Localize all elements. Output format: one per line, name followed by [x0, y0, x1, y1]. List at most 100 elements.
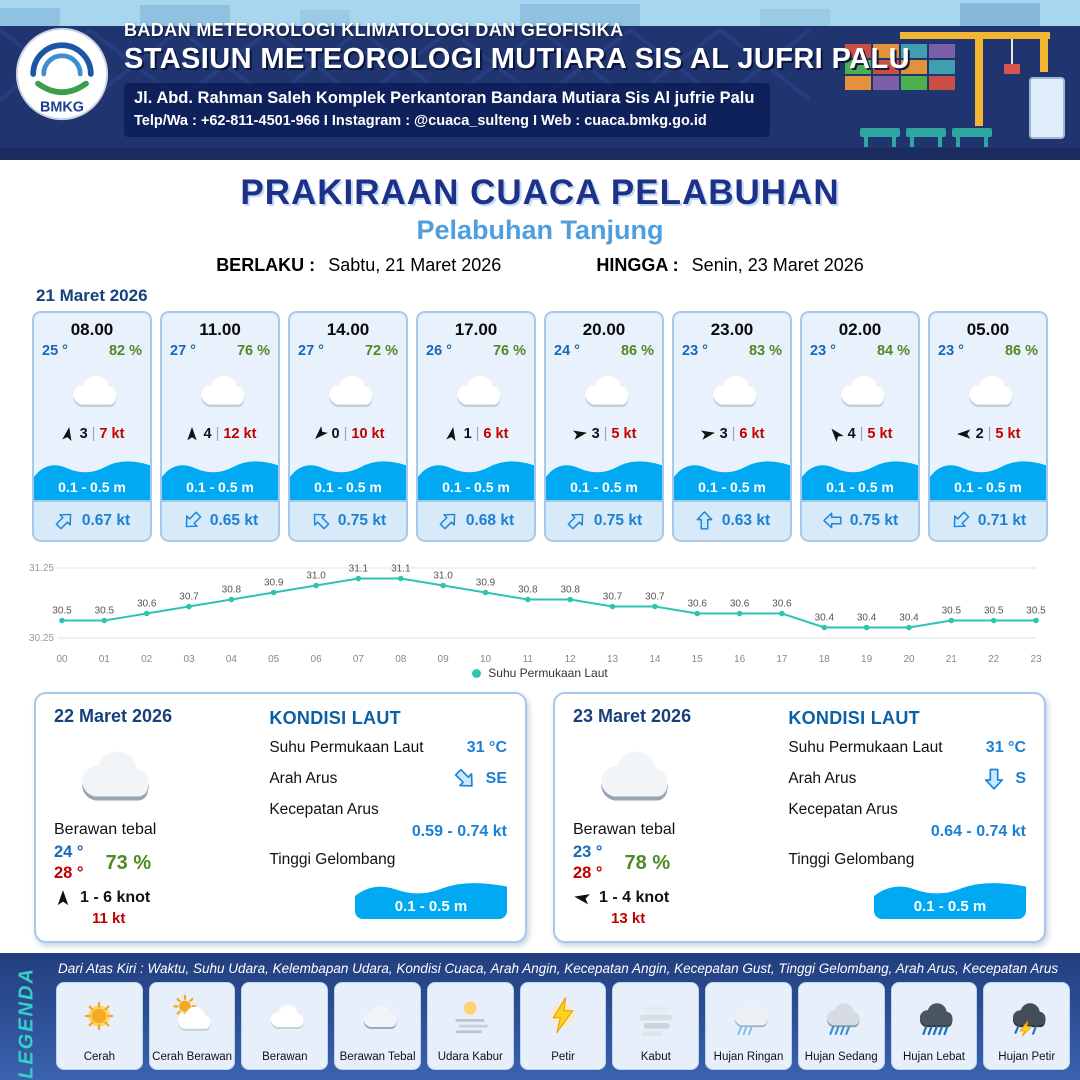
wind-direction-arrow-icon [572, 888, 593, 909]
humidity: 84 % [876, 343, 910, 359]
svg-text:30.9: 30.9 [264, 578, 284, 589]
legend-item: Berawan Tebal [334, 982, 421, 1070]
bmkg-logo: BMKG [14, 26, 110, 122]
current-direction-arrow-icon [306, 506, 336, 536]
wind-separator: | [475, 426, 480, 442]
wave-icon [418, 461, 534, 500]
wind-force: 4 [203, 426, 212, 442]
svg-text:22: 22 [988, 654, 1000, 665]
thunderstorm-icon [1005, 988, 1049, 1044]
station-address: Jl. Abd. Rahman Saleh Komplek Perkantora… [134, 89, 755, 107]
current-direction-label: Arah Arus [269, 770, 338, 787]
current-direction-arrow-icon [50, 506, 80, 536]
current-direction-arrow-icon [448, 762, 482, 796]
humidity: 76 % [236, 343, 270, 359]
header-text: BADAN METEOROLOGI KLIMATOLOGI DAN GEOFIS… [124, 20, 910, 137]
svg-text:01: 01 [99, 654, 111, 665]
org-name: BADAN METEOROLOGI KLIMATOLOGI DAN GEOFIS… [124, 20, 624, 40]
svg-text:10: 10 [480, 654, 492, 665]
humidity: 73 % [105, 851, 152, 874]
wave-height: 0.1 - 0.5 m [698, 479, 766, 495]
wind-range: 1 - 6 knot [80, 889, 151, 906]
svg-text:31.1: 31.1 [349, 564, 369, 575]
gust-speed: 11 kt [92, 910, 126, 927]
current-direction-arrow-icon [178, 506, 208, 536]
daily-forecast-card: 23 Maret 2026 Berawan tebal 23 ° 28 ° 78… [553, 692, 1046, 943]
wind-direction-arrow-icon [698, 425, 717, 444]
station-contact: Telp/Wa : +62-811-4501-966 I Instagram :… [134, 113, 707, 129]
wind-separator: | [603, 426, 608, 442]
wave-icon [34, 461, 150, 500]
lightning-icon [541, 988, 585, 1044]
svg-text:20: 20 [903, 654, 915, 665]
current-direction-arrow-icon [822, 510, 843, 531]
humidity: 78 % [624, 851, 671, 874]
wind-force: 3 [719, 426, 728, 442]
cloud-icon [191, 361, 249, 424]
validity-to-value: Senin, 23 Maret 2026 [691, 255, 864, 275]
validity-from-value: Sabtu, 21 Maret 2026 [328, 255, 502, 275]
svg-text:30.5: 30.5 [1026, 606, 1046, 617]
current-speed-label: Kecepatan Arus [788, 801, 898, 818]
svg-text:30.8: 30.8 [518, 585, 538, 596]
wave-icon [674, 461, 790, 500]
cloud-icon [263, 988, 307, 1044]
wave-height-band: 0.1 - 0.5 m [674, 446, 790, 500]
port-name: Pelabuhan Tanjung [416, 215, 664, 245]
chart-legend: Suhu Permukaan Laut [24, 666, 1056, 680]
svg-text:05: 05 [268, 654, 280, 665]
wave-icon [355, 883, 507, 919]
page-title: PRAKIRAAN CUACA PELABUHAN [240, 173, 840, 212]
wave-height-badge: 0.1 - 0.5 m [874, 875, 1026, 919]
wave-height: 0.1 - 0.5 m [913, 898, 987, 915]
validity-row: BERLAKU : Sabtu, 21 Maret 2026 HINGGA : … [0, 255, 1080, 276]
svg-text:30.25: 30.25 [29, 633, 54, 644]
svg-text:02: 02 [141, 654, 153, 665]
svg-text:17: 17 [776, 654, 788, 665]
current-direction-arrow-icon [946, 506, 976, 536]
current-speed: 0.67 kt [81, 511, 131, 529]
svg-text:18: 18 [819, 654, 831, 665]
sst-chart: 31.25 30.25 30.5 00 30.5 01 30.6 02 30.7 03 30.8 04… [24, 552, 1056, 680]
forecast-time: 02.00 [838, 320, 882, 339]
svg-text:16: 16 [734, 654, 746, 665]
validity-to: HINGGA : Senin, 23 Maret 2026 [596, 255, 863, 276]
validity-to-label: HINGGA : [596, 255, 679, 275]
svg-text:30.6: 30.6 [687, 599, 707, 610]
wave-height-band: 0.1 - 0.5 m [34, 446, 150, 500]
bench-illustration [860, 128, 992, 147]
wind-direction-arrow-icon [442, 425, 461, 444]
wind-direction-arrow-icon [824, 423, 847, 446]
svg-text:03: 03 [183, 654, 195, 665]
wave-height: 0.1 - 0.5 m [954, 479, 1022, 495]
legend-item-label: Hujan Sedang [804, 1050, 878, 1063]
forecast-card: 23.00 23 ° 83 % 3 | 6 kt 0.1 - 0.5 m [672, 311, 792, 542]
wave-height-band: 0.1 - 0.5 m [290, 446, 406, 500]
sst-value: 31 °C [985, 739, 1026, 756]
fog-icon [634, 988, 678, 1044]
wind-direction-arrow-icon [308, 423, 331, 446]
current-speed: 0.65 kt [209, 511, 259, 529]
wave-height: 0.1 - 0.5 m [58, 479, 126, 495]
cloud-icon [959, 361, 1017, 424]
current-direction-arrow-icon [434, 506, 464, 536]
temp-max: 28 ° [54, 864, 84, 882]
legend-item-label: Berawan Tebal [339, 1050, 416, 1063]
wind-force: 1 [463, 426, 472, 442]
cloud-thick-icon [356, 988, 400, 1044]
forecast-time: 08.00 [70, 320, 114, 339]
chart-legend-label: Suhu Permukaan Laut [488, 666, 608, 680]
legend-item: Hujan Ringan [705, 982, 792, 1070]
forecast-time: 11.00 [199, 320, 241, 339]
wind-range: 1 - 4 knot [599, 889, 670, 906]
legend-item-label: Petir [551, 1050, 575, 1063]
gust-speed: 13 kt [611, 910, 646, 927]
forecast-time: 20.00 [582, 320, 626, 339]
wave-icon [802, 461, 918, 500]
current-direction-arrow-icon [694, 510, 715, 531]
validity-from: BERLAKU : Sabtu, 21 Maret 2026 [216, 255, 501, 276]
chart-legend-marker-icon [472, 668, 482, 678]
wind-speed: 10 kt [351, 426, 385, 442]
rain-light-icon [727, 988, 771, 1044]
wind-separator: | [987, 426, 992, 442]
